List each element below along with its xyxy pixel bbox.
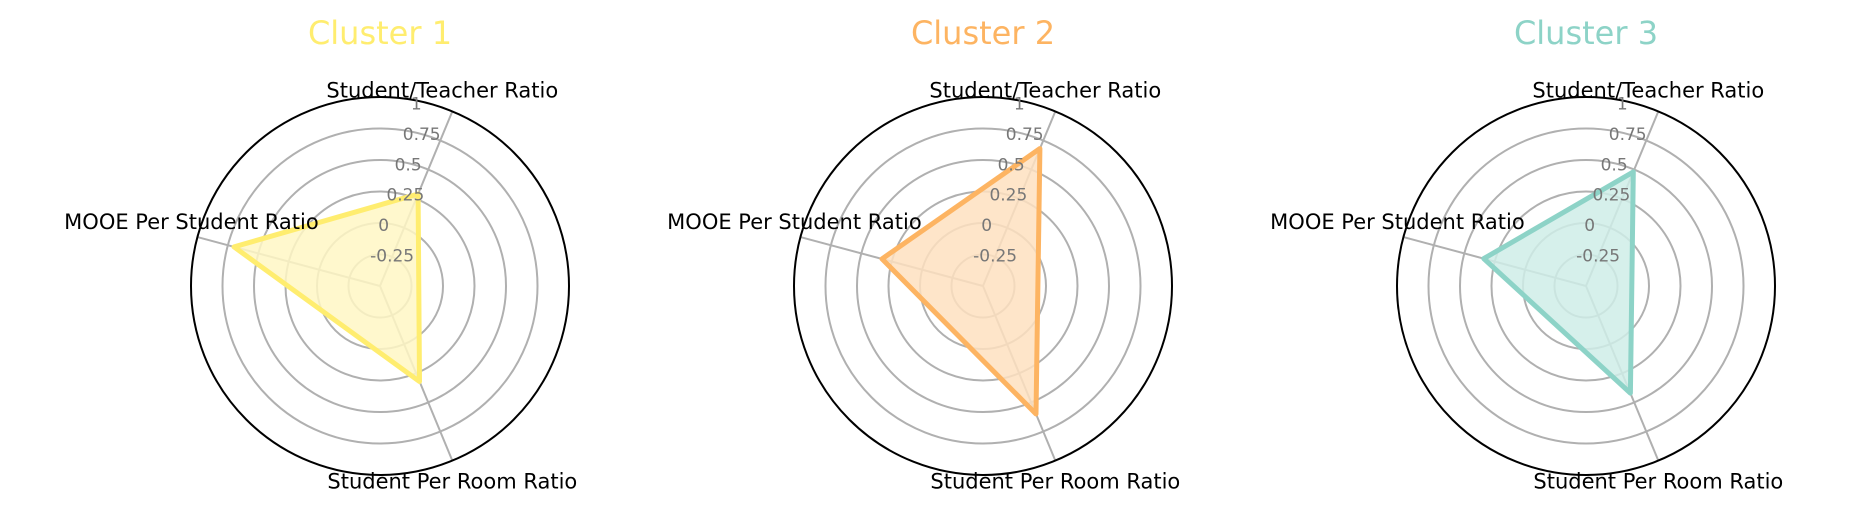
axis-label: Student Per Room Ratio [930,470,1180,494]
tick-label: 0 [1584,216,1595,236]
grid-ring [1459,159,1713,413]
panel-title: Cluster 1 [308,14,452,52]
radar-panel: Cluster 1 -0.25 0 0.25 0.5 0.75 1Student/Teach… [64,14,577,494]
axis-label: MOOE Per Student Ratio [1270,210,1525,234]
tick-label: -0.25 [1576,247,1620,267]
grid-ring [253,159,507,413]
radar-panel: Cluster 3 -0.25 0 0.25 0.5 0.75 1Student/Teach… [1270,14,1783,494]
grid-ring [824,127,1142,445]
outer-frame [190,96,570,476]
series-line [1481,169,1636,396]
grid-ring [1427,127,1745,445]
tick-label: 0.5 [1601,155,1628,175]
tick-label: 0.25 [386,186,424,206]
axis-label: Student/Teacher Ratio [929,78,1161,102]
tick-label: 0.5 [998,155,1025,175]
tick-label: 1 [411,94,422,114]
axis-label: Student Per Room Ratio [327,470,577,494]
tick-label: 0.25 [989,186,1027,206]
panel-title: Cluster 3 [1514,14,1658,52]
series-area [234,194,420,382]
axis-label: Student Per Room Ratio [1533,470,1783,494]
axis-label: MOOE Per Student Ratio [667,210,922,234]
grid-ring [856,159,1110,413]
tick-label: 0.75 [403,125,441,145]
grid-ring [1490,190,1682,382]
tick-label: 0 [378,216,389,236]
radar-panel: Cluster 2 -0.25 0 0.25 0.5 0.75 1Student/Teach… [667,14,1180,494]
tick-label: 0.25 [1592,186,1630,206]
series-area [882,148,1040,414]
tick-label: 0.75 [1006,125,1044,145]
series-line [231,191,422,384]
tick-label: -0.25 [973,247,1017,267]
series-line [879,146,1043,417]
axis-label: Student/Teacher Ratio [1532,78,1764,102]
outer-frame [1396,96,1776,476]
grid-ring [221,127,539,445]
tick-label: 0 [981,216,992,236]
tick-label: -0.25 [370,247,414,267]
outer-frame [793,96,1173,476]
axis-label: MOOE Per Student Ratio [64,210,319,234]
tick-label: 1 [1617,94,1628,114]
tick-label: 1 [1014,94,1025,114]
series-area [1483,171,1634,394]
axis-label: Student/Teacher Ratio [326,78,558,102]
panel-title: Cluster 2 [911,14,1055,52]
tick-label: 0.5 [395,155,422,175]
tick-label: 0.75 [1609,125,1647,145]
